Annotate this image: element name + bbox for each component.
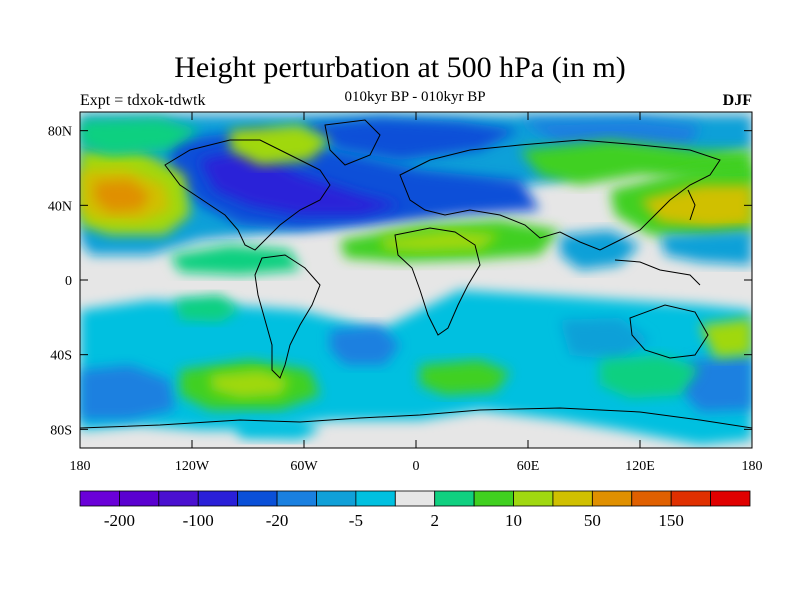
colorbar: -200 -100 -20 -5 2 10 50 150 xyxy=(79,490,751,530)
colorbar-label: -200 xyxy=(104,511,135,530)
colorbar-swatch xyxy=(119,490,160,507)
colorbar-swatch xyxy=(237,490,278,507)
anomaly-sh-south-america-strong xyxy=(210,370,290,398)
y-tick-label: 80S xyxy=(50,423,72,438)
x-tick-label: 180 xyxy=(70,459,91,474)
colorbar-label: 10 xyxy=(505,511,522,530)
coast-japan xyxy=(687,189,696,221)
colorbar-swatch xyxy=(276,490,317,507)
x-tick-label: 0 xyxy=(413,459,420,474)
colorbar-swatch xyxy=(394,490,436,507)
x-tick-label: 60W xyxy=(290,459,318,474)
anomaly-arctic-positive-canada xyxy=(230,125,330,165)
anomaly-sh-south-atlantic-positive xyxy=(420,360,510,395)
anomaly-tropical-pacific-positive xyxy=(170,245,300,275)
anomaly-nh-deep-core xyxy=(200,150,400,215)
coast-australia xyxy=(629,304,709,359)
experiment-label: Expt = tdxok-tdwtk xyxy=(80,92,206,109)
anomaly-sh-east-positive xyxy=(700,318,752,358)
colorbar-label: 150 xyxy=(658,511,684,530)
colorbar-label: 50 xyxy=(584,511,601,530)
coastlines xyxy=(80,119,752,429)
coast-south-america xyxy=(254,254,321,379)
colorbar-swatch xyxy=(710,490,751,507)
colorbar-swatch xyxy=(355,490,396,507)
colorbar-swatch xyxy=(473,490,514,507)
colorbar-label: -20 xyxy=(266,511,289,530)
coast-north-america xyxy=(164,139,331,251)
colorbar-swatch xyxy=(316,490,357,507)
anomaly-sh-east-pacific xyxy=(330,325,400,365)
anomaly-npacific-peak xyxy=(95,180,150,212)
x-tick-label: 60E xyxy=(517,459,540,474)
x-tick-label: 120E xyxy=(625,459,655,474)
map-title: Height perturbation at 500 hPa (in m) xyxy=(174,51,626,84)
colorbar-label: 2 xyxy=(430,511,439,530)
period-label: 010kyr BP - 010kyr BP xyxy=(344,89,486,105)
coast-eurasia xyxy=(399,139,721,251)
colorbar-swatch xyxy=(434,490,475,507)
anomaly-eastasia-strong xyxy=(640,185,752,228)
colorbar-swatch xyxy=(79,490,120,507)
anomaly-sh-indian xyxy=(560,318,650,360)
colorbar-label: -5 xyxy=(349,511,363,530)
colorbar-label: -100 xyxy=(183,511,214,530)
coast-indonesia xyxy=(614,259,701,286)
anomaly-sh-south-indian-positive xyxy=(600,355,700,398)
coast-antarctica xyxy=(80,407,752,429)
anomaly-arctic-ring xyxy=(520,118,700,150)
season-label: DJF xyxy=(722,92,752,109)
axis-ticks: 180 120W 60W 0 60E 120E 180 80N 40N 0 40S 80S xyxy=(48,112,763,474)
colorbar-swatch xyxy=(631,490,672,507)
anomaly-sh-southern-pacific xyxy=(80,365,175,420)
colorbar-swatch xyxy=(197,490,239,507)
y-tick-label: 40N xyxy=(48,199,72,214)
anomaly-arctic-core xyxy=(300,118,520,160)
x-tick-label: 120W xyxy=(175,459,210,474)
coast-africa xyxy=(394,227,481,336)
height-perturbation-field xyxy=(80,112,752,448)
anomaly-antarctic-negative xyxy=(235,418,320,440)
colorbar-swatch xyxy=(591,490,633,507)
anomaly-atlantic-strong xyxy=(380,230,500,252)
anomaly-sh-central-positive xyxy=(175,295,240,322)
colorbar-swatch xyxy=(158,490,199,507)
colorbar-swatch xyxy=(670,490,711,507)
y-tick-label: 0 xyxy=(65,274,72,289)
anomaly-westpacific-negative xyxy=(660,230,752,265)
anomaly-arctic-positive-west xyxy=(80,118,200,155)
x-tick-label: 180 xyxy=(742,459,763,474)
y-tick-label: 80N xyxy=(48,125,72,140)
y-tick-label: 40S xyxy=(50,349,72,364)
colorbar-swatch xyxy=(513,490,554,507)
coast-greenland xyxy=(324,119,381,166)
colorbar-swatch xyxy=(552,490,593,507)
